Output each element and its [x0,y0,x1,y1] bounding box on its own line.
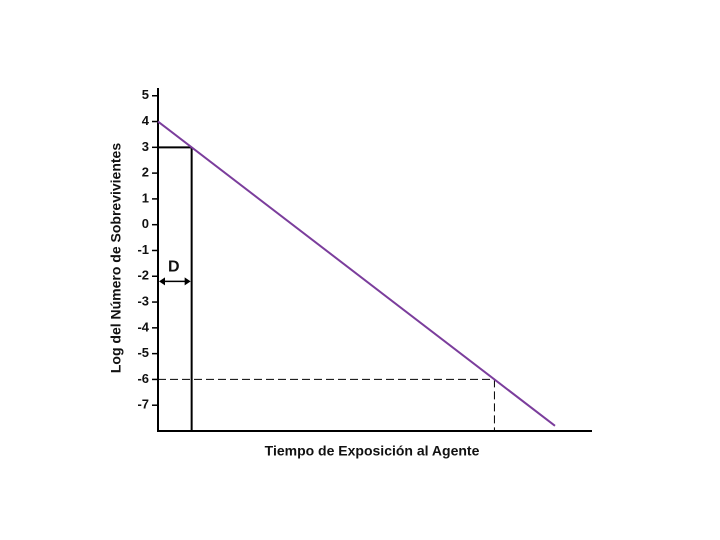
y-tick-label: -7 [137,397,149,412]
data-line [157,120,556,427]
y-tick-label: -4 [137,319,149,334]
x-axis-label: Tiempo de Exposición al Agente [265,443,480,459]
y-tick-label: -6 [137,371,149,386]
y-tick-label: 5 [142,87,149,102]
y-tick-label: -2 [137,268,149,283]
y-tick-label: 3 [142,139,149,154]
y-tick-label: 0 [142,216,149,231]
y-tick-label: -3 [137,293,149,308]
arrow-head [159,277,165,286]
y-tick-label: -1 [137,242,149,257]
y-tick-label: -5 [137,345,149,360]
arrow-head [184,277,191,286]
annotation-label: D [168,259,180,276]
y-tick-label: 1 [142,190,149,205]
y-tick-label: 2 [142,165,149,180]
y-tick-label: 4 [142,113,150,128]
y-axis-label: Log del Número de Sobrevivientes [108,143,124,373]
